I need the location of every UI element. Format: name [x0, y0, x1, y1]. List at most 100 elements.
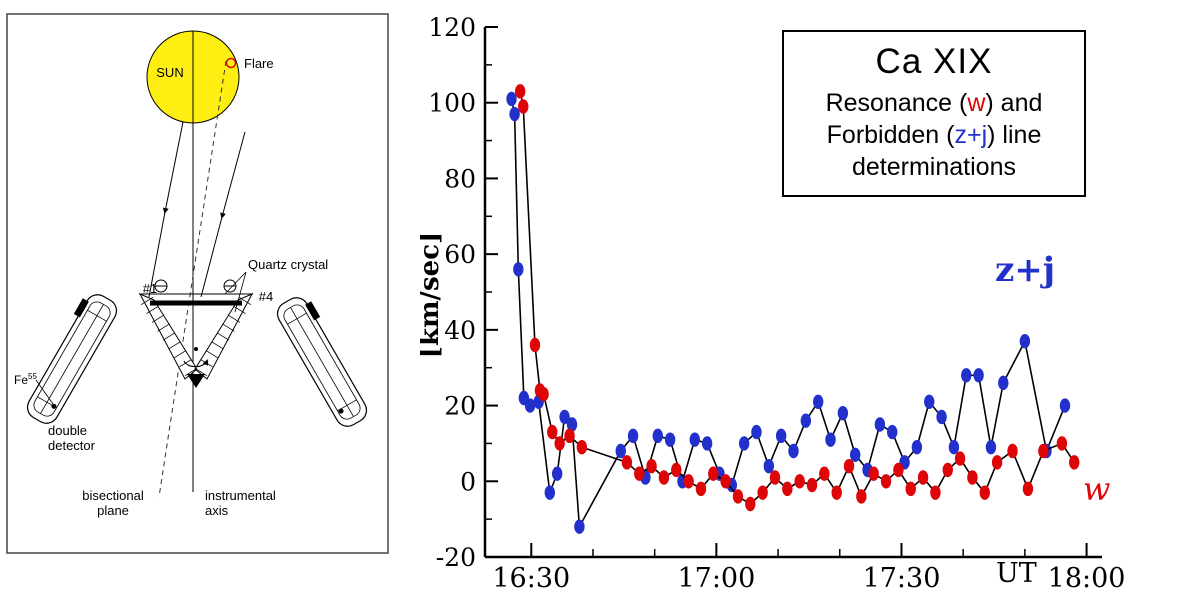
- series-0-point: [800, 413, 812, 428]
- series-0-point: [652, 428, 663, 444]
- series-1-point: [671, 462, 682, 478]
- series-1-point: [942, 462, 953, 478]
- sun-label: SUN: [156, 65, 183, 80]
- y-tick-label: 60: [444, 240, 476, 269]
- series-1-point: [646, 458, 657, 474]
- series-1-point: [991, 455, 1003, 470]
- crystal-hatch-line: [146, 305, 159, 314]
- channel-1-label: #1: [143, 281, 157, 296]
- series-0-point: [788, 443, 799, 459]
- bisectional-plane-label-2: plane: [97, 503, 129, 518]
- x-tick-label: 17:00: [677, 563, 755, 594]
- crystal-hatch-line: [194, 367, 208, 377]
- x-tick-label: 17:30: [863, 563, 941, 594]
- series-1-point: [979, 485, 990, 500]
- detector-dot-right: [338, 408, 344, 414]
- y-tick-label: 40: [444, 316, 476, 345]
- series-0-point: [689, 432, 700, 447]
- legend-text: Resonance (: [825, 89, 968, 117]
- incoming-ray-left: [148, 121, 184, 298]
- series-1-point: [868, 466, 879, 481]
- series-0-point: [559, 409, 570, 425]
- series-0-point: [509, 106, 520, 122]
- series-0-point: [985, 440, 997, 455]
- series-1-point: [782, 481, 793, 497]
- series-0-point: [738, 436, 750, 451]
- series-1-point: [843, 458, 855, 474]
- x-tick-label: 16:30: [492, 563, 570, 594]
- series-0-point: [615, 443, 626, 459]
- series-1-point: [1007, 443, 1018, 459]
- quartz-pointer-line-2: [234, 271, 247, 313]
- crystal-hatch-line: [168, 341, 181, 350]
- velocity-chart-panel: [km/sec] -20 0 20 40 60 80 100 120 16:30 17:00 17:…: [415, 0, 1180, 596]
- fe55-source-dot: [51, 403, 57, 409]
- series-1-point: [695, 481, 707, 497]
- flare-icon: [225, 57, 237, 69]
- series-label-zj: z+j: [995, 250, 1056, 290]
- series-0-point: [1019, 334, 1031, 349]
- quartz-pointer-line-1: [224, 271, 247, 295]
- series-0-point: [837, 405, 849, 421]
- series-1-point: [576, 440, 588, 455]
- series-1-point: [794, 474, 805, 489]
- double-detector-label-1: double: [48, 423, 87, 438]
- legend-text: Forbidden (: [826, 121, 955, 149]
- series-0-point: [574, 519, 585, 534]
- instrument-diagram: SUN Flare #1 #4 Quartz crystal: [6, 13, 389, 554]
- series-1-point: [564, 428, 575, 444]
- series-0-point: [506, 91, 517, 107]
- series-1-point: [1022, 481, 1034, 497]
- series-1-point: [1038, 443, 1049, 459]
- legend-text: ) and: [985, 89, 1043, 117]
- series-1-point: [745, 496, 756, 512]
- series-0-point: [701, 436, 713, 451]
- theta-symbol-left: [154, 279, 168, 293]
- double-detector-right: [276, 297, 368, 427]
- double-detector-left: [26, 294, 118, 424]
- series-1-point: [893, 462, 904, 478]
- legend-title: Ca XIX: [875, 42, 993, 81]
- series-1-point: [769, 470, 781, 485]
- instrument-diagram-panel: SUN Flare #1 #4 Quartz crystal: [0, 0, 430, 596]
- y-tick-label: 0: [460, 467, 476, 496]
- velocity-chart: [km/sec] -20 0 20 40 60 80 100 120 16:30 17:00 17:…: [415, 13, 1125, 594]
- series-0-point: [825, 432, 836, 447]
- crystal-center-dot: [194, 347, 198, 351]
- series-1-point: [880, 474, 892, 489]
- series-0-point: [973, 368, 984, 383]
- series-0-point: [627, 428, 639, 444]
- series-0-point: [874, 417, 886, 432]
- series-1-point: [856, 489, 867, 504]
- series-1-point: [529, 337, 541, 353]
- crystal-hatch-line: [140, 296, 154, 306]
- series-1-point: [930, 485, 941, 500]
- y-tick-label: 80: [444, 164, 476, 193]
- channel-4-label: #4: [259, 289, 273, 304]
- crystal-hatch-line: [227, 314, 241, 323]
- series-1-point: [967, 470, 978, 485]
- rotation-arrow-icon: [183, 359, 209, 368]
- crystal-hatch-line: [238, 296, 252, 306]
- series-label-w: w: [1083, 470, 1111, 508]
- legend-zj-token: z+j: [954, 121, 988, 149]
- series-0-point: [513, 262, 524, 277]
- series-0-point: [551, 466, 563, 481]
- series-0-point: [812, 394, 824, 409]
- series-0-point: [998, 375, 1009, 391]
- series-1-point: [634, 466, 645, 481]
- quartz-crystal-label: Quartz crystal: [248, 257, 328, 272]
- series-0-point: [936, 409, 947, 425]
- crystal-hatch-line: [162, 332, 176, 341]
- theta-symbol-right: [223, 279, 237, 293]
- legend-line-3: determinations: [852, 153, 1016, 181]
- series-0-point: [664, 432, 676, 447]
- fe55-pointer-line: [35, 379, 54, 405]
- series-1-point: [708, 466, 719, 481]
- crystal-hatch-line: [173, 350, 187, 359]
- series-1-point: [1069, 455, 1080, 470]
- crystal-hatch-line: [216, 332, 230, 341]
- legend-line-1: Resonance (w) and: [790, 87, 1078, 119]
- crystal-hatch-line: [205, 350, 219, 359]
